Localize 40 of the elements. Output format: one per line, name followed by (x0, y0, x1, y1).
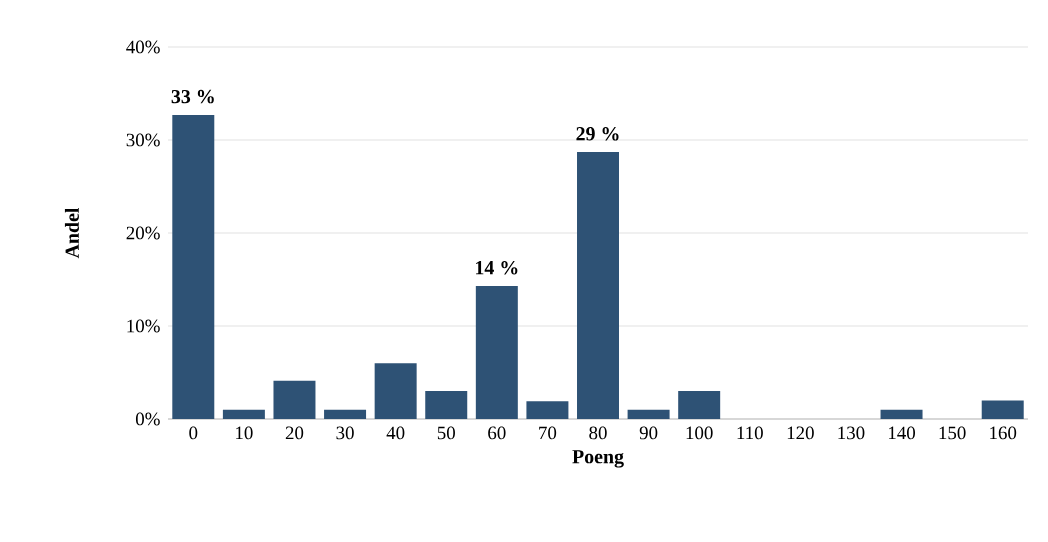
x-tick-label: 0 (189, 426, 198, 440)
y-tick-label: 40% (126, 40, 160, 54)
bar (880, 409, 923, 419)
x-tick-label: 70 (539, 426, 557, 440)
x-tick-label: 120 (787, 426, 814, 440)
x-tick-label: 130 (838, 426, 865, 440)
bar (425, 391, 468, 419)
data-label: 14 % (476, 260, 518, 275)
x-tick-label: 100 (686, 426, 713, 440)
bar (374, 363, 417, 419)
y-tick-label: 30% (126, 133, 160, 147)
x-axis-title: Poeng (572, 450, 624, 468)
x-tick-label: 160 (990, 426, 1017, 440)
x-tick-label: 50 (437, 426, 455, 440)
data-label: 33 % (171, 89, 214, 104)
x-tick-label: 90 (639, 426, 658, 440)
x-tick-label: 80 (589, 426, 607, 440)
bar (273, 380, 316, 419)
bar (222, 409, 265, 419)
x-tick-label: 30 (336, 426, 354, 440)
x-tick-label: 10 (236, 426, 253, 440)
bar (526, 401, 569, 419)
x-tick-label: 20 (285, 426, 304, 440)
bar (981, 400, 1024, 419)
bar (577, 152, 619, 419)
data-label: 29 % (576, 127, 619, 141)
x-tick-label: 110 (737, 426, 763, 440)
bar (475, 286, 518, 419)
y-axis-title: Andel (64, 207, 79, 259)
y-tick-label: 10% (127, 319, 160, 333)
bar (324, 409, 367, 419)
x-tick-label: 40 (386, 426, 405, 440)
x-tick-label: 140 (889, 426, 915, 440)
x-tick-label: 60 (488, 426, 506, 440)
y-tick-label: 0% (135, 412, 160, 426)
x-tick-label: 150 (939, 426, 966, 440)
bar (627, 409, 670, 419)
y-tick-label: 20% (126, 226, 160, 240)
bar (678, 391, 721, 419)
bar (172, 114, 215, 419)
